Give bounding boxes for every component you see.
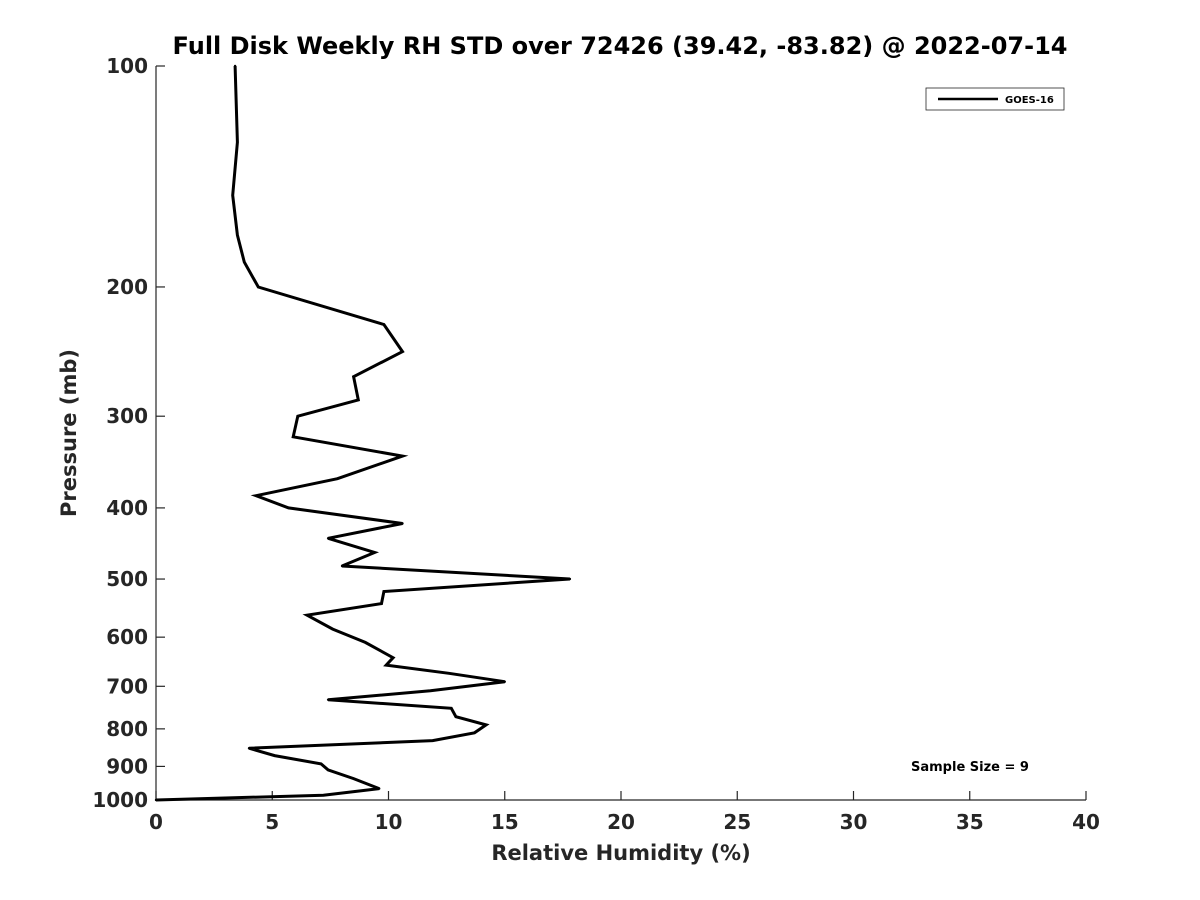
x-tick-label: 30 bbox=[840, 810, 868, 834]
data-point bbox=[292, 435, 295, 438]
y-axis-label: Pressure (mb) bbox=[57, 349, 81, 517]
data-point bbox=[568, 577, 572, 581]
data-point bbox=[236, 233, 239, 237]
data-point bbox=[378, 787, 381, 790]
x-tick-label: 25 bbox=[723, 810, 751, 834]
data-point bbox=[385, 663, 388, 667]
data-point bbox=[450, 707, 453, 710]
data-point bbox=[326, 768, 330, 772]
data-point bbox=[352, 375, 355, 378]
data-point bbox=[401, 350, 404, 353]
data-point bbox=[380, 602, 383, 605]
data-point bbox=[243, 260, 246, 264]
data-point bbox=[401, 522, 404, 525]
x-tick-label: 10 bbox=[375, 810, 403, 834]
data-point bbox=[454, 715, 458, 718]
data-point bbox=[154, 798, 158, 802]
data-point bbox=[357, 398, 360, 402]
sample-size-annotation: Sample Size = 9 bbox=[911, 760, 1029, 775]
data-point bbox=[340, 564, 344, 568]
data-point bbox=[254, 494, 258, 497]
data-point bbox=[473, 731, 476, 734]
legend: GOES-16 bbox=[925, 87, 1065, 111]
data-point bbox=[429, 689, 432, 692]
data-point bbox=[331, 627, 334, 631]
x-ticks: 0 5 10 15 20 25 30 35 40 bbox=[149, 791, 1100, 834]
y-tick-label: 900 bbox=[106, 754, 148, 778]
legend-label-goes-16: GOES-16 bbox=[1005, 95, 1054, 106]
data-point bbox=[382, 323, 386, 326]
x-axis-label: Relative Humidity (%) bbox=[491, 841, 750, 865]
data-point bbox=[382, 590, 386, 593]
y-ticks: 100 200 300 400 500 600 700 800 900 1000 bbox=[92, 54, 165, 812]
series-group bbox=[154, 64, 572, 802]
data-point bbox=[247, 747, 251, 750]
data-point bbox=[447, 672, 451, 675]
data-point bbox=[326, 698, 330, 701]
data-point bbox=[352, 777, 355, 780]
y-tick-label: 1000 bbox=[92, 788, 148, 812]
data-point bbox=[484, 723, 488, 727]
y-tick-label: 200 bbox=[106, 275, 148, 299]
data-point bbox=[322, 794, 325, 797]
data-point bbox=[336, 477, 339, 480]
chart-title: Full Disk Weekly RH STD over 72426 (39.4… bbox=[173, 32, 1068, 60]
x-tick-label: 20 bbox=[607, 810, 635, 834]
data-point bbox=[273, 754, 276, 757]
y-tick-label: 800 bbox=[106, 717, 148, 741]
x-tick-label: 15 bbox=[491, 810, 519, 834]
y-tick-label: 100 bbox=[106, 54, 148, 78]
data-point bbox=[257, 285, 260, 289]
data-point bbox=[233, 64, 237, 68]
data-point bbox=[391, 656, 395, 659]
data-point bbox=[236, 141, 239, 144]
y-tick-label: 300 bbox=[106, 404, 148, 428]
x-tick-label: 5 bbox=[265, 810, 279, 834]
data-point bbox=[401, 454, 404, 458]
data-point bbox=[326, 537, 330, 540]
data-point bbox=[364, 641, 367, 644]
y-tick-label: 600 bbox=[106, 625, 148, 649]
data-point bbox=[431, 739, 434, 742]
data-point bbox=[305, 614, 309, 617]
data-point bbox=[296, 415, 299, 418]
x-tick-label: 40 bbox=[1072, 810, 1100, 834]
x-tick-label: 0 bbox=[149, 810, 163, 834]
data-point bbox=[231, 194, 234, 197]
y-tick-label: 400 bbox=[106, 496, 148, 520]
data-point bbox=[319, 762, 323, 766]
y-tick-label: 700 bbox=[106, 674, 148, 698]
y-tick-label: 500 bbox=[106, 567, 148, 591]
data-point bbox=[287, 506, 290, 510]
data-point bbox=[503, 680, 506, 683]
x-tick-label: 35 bbox=[956, 810, 984, 834]
data-point bbox=[373, 551, 376, 554]
